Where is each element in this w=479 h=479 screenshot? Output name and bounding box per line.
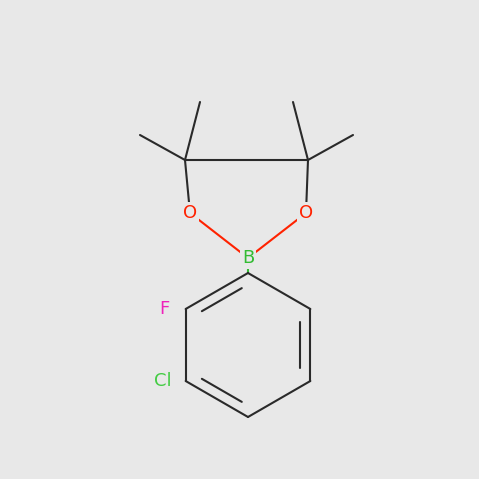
Text: F: F (160, 300, 170, 318)
Text: O: O (299, 204, 313, 222)
Text: O: O (183, 204, 197, 222)
Text: B: B (242, 249, 254, 267)
Text: Cl: Cl (154, 372, 171, 390)
